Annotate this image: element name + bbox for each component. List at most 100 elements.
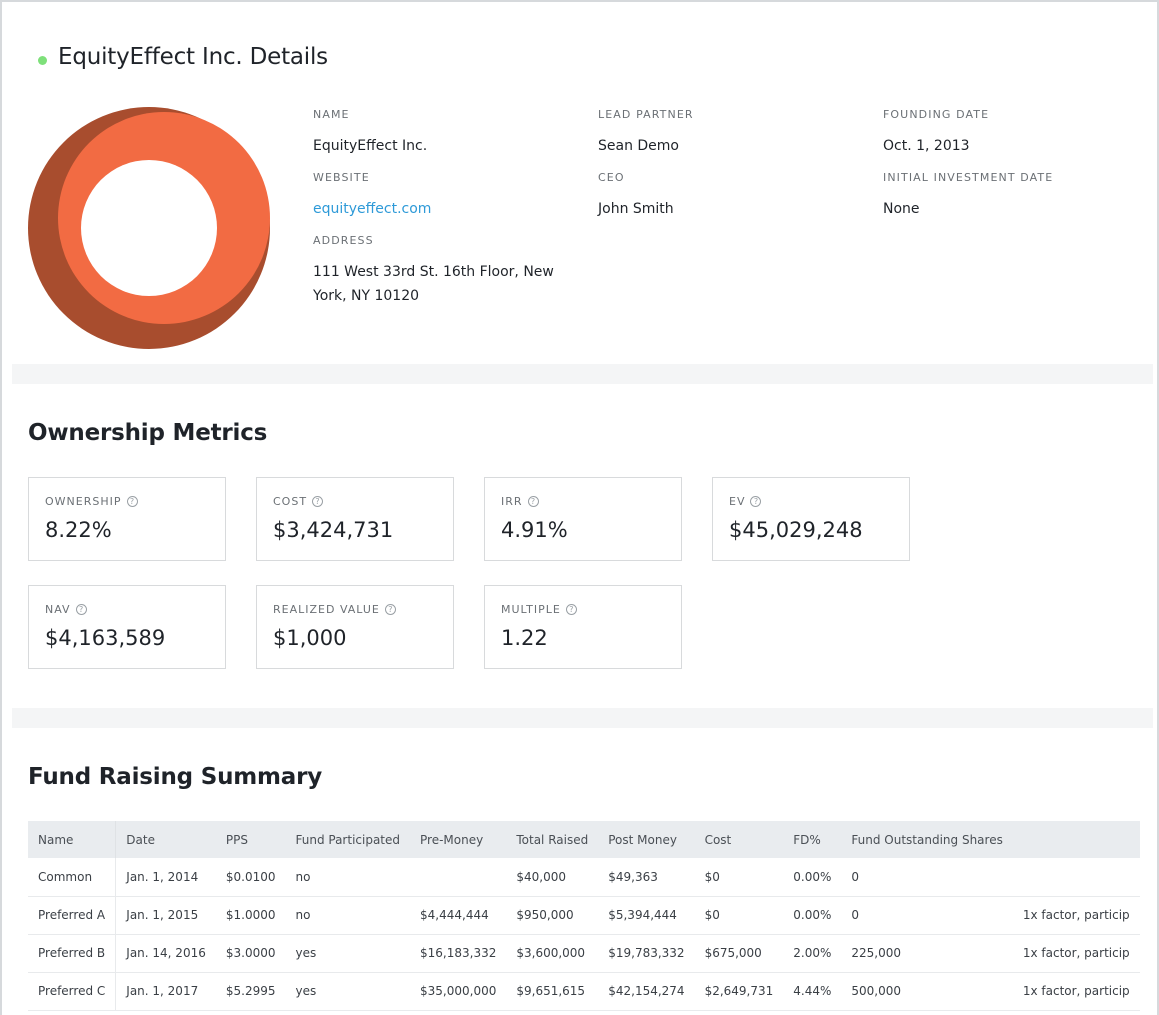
- table-cell: $42,154,274: [598, 972, 695, 1011]
- table-cell: Jan. 1, 2017: [115, 972, 216, 1011]
- column-header[interactable]: Fund Participated: [295, 832, 401, 847]
- table-cell: Preferred C: [28, 972, 117, 1011]
- metric-label: NAV?: [45, 603, 87, 616]
- table-cell: Jan. 1, 2015: [115, 896, 216, 935]
- status-dot: [38, 56, 47, 65]
- table-cell: 1x factor, particip: [1012, 934, 1140, 973]
- metric-card-ownership: OWNERSHIP? 8.22%: [28, 477, 226, 561]
- ceo-field: CEO John Smith: [598, 171, 674, 221]
- table-cell: 4.44%: [783, 972, 842, 1011]
- table-cell: $35,000,000: [410, 972, 507, 1011]
- fund-raising-title: Fund Raising Summary: [28, 764, 323, 790]
- table-cell: $0: [694, 896, 784, 935]
- address-field: ADDRESS 111 West 33rd St. 16th Floor, Ne…: [313, 234, 563, 308]
- metric-label-text: REALIZED VALUE: [273, 603, 380, 616]
- column-header: [1013, 821, 1140, 858]
- table-header-row: Name Date PPS Fund Participated Pre-Mone…: [28, 821, 1140, 858]
- column-header[interactable]: Date: [126, 832, 155, 847]
- section-divider: [12, 364, 1153, 384]
- table-row[interactable]: Preferred A Jan. 1, 2015 $1.0000 no $4,444,4…: [28, 896, 1140, 935]
- metric-card-cost: COST? $3,424,731: [256, 477, 454, 561]
- help-icon[interactable]: ?: [126, 496, 138, 507]
- metric-value: $3,424,731: [273, 518, 394, 542]
- address-value: 111 West 33rd St. 16th Floor, New York, …: [313, 264, 554, 304]
- table-cell: $0: [694, 858, 784, 897]
- metric-label-text: IRR: [501, 495, 523, 508]
- company-logo: [28, 107, 270, 349]
- table-cell: $5,394,444: [598, 896, 695, 935]
- metric-value: 4.91%: [501, 518, 568, 542]
- initial-investment-field: INITIAL INVESTMENT DATE None: [883, 171, 1053, 221]
- table-cell: Jan. 14, 2016: [115, 934, 216, 973]
- metric-value: $1,000: [273, 626, 347, 650]
- help-icon[interactable]: ?: [75, 604, 87, 615]
- table-cell: $4,444,444: [410, 896, 507, 935]
- table-cell: yes: [285, 934, 411, 973]
- table-cell: $675,000: [694, 934, 784, 973]
- table-cell: $3.0000: [215, 934, 286, 973]
- metric-card-realized-value: REALIZED VALUE? $1,000: [256, 585, 454, 669]
- table-cell: $950,000: [506, 896, 599, 935]
- table-cell: no: [285, 858, 411, 897]
- initial-investment-label: INITIAL INVESTMENT DATE: [883, 171, 1054, 184]
- help-icon[interactable]: ?: [312, 496, 324, 507]
- help-icon[interactable]: ?: [565, 604, 577, 615]
- table-row[interactable]: Preferred C Jan. 1, 2017 $5.2995 yes $35,000…: [28, 972, 1140, 1011]
- table-cell: $1.0000: [215, 896, 286, 935]
- address-label: ADDRESS: [313, 234, 374, 247]
- column-header[interactable]: Fund Outstanding Shares: [851, 832, 1003, 847]
- column-header[interactable]: Post Money: [608, 832, 677, 847]
- table-cell: Common: [28, 858, 117, 897]
- help-icon[interactable]: ?: [384, 604, 396, 615]
- table-cell: 1x factor, particip: [1012, 896, 1140, 935]
- metric-label-text: MULTIPLE: [501, 603, 561, 616]
- table-cell: $0.0100: [215, 858, 286, 897]
- table-cell: Preferred B: [28, 934, 117, 973]
- founding-date-label: FOUNDING DATE: [883, 108, 990, 121]
- table-cell: $49,363: [598, 858, 695, 897]
- section-divider: [12, 708, 1153, 728]
- metric-label-text: EV: [729, 495, 746, 508]
- metric-card-multiple: MULTIPLE? 1.22: [484, 585, 682, 669]
- table-cell: $9,651,615: [506, 972, 599, 1011]
- page-title: EquityEffect Inc. Details: [58, 44, 328, 70]
- name-label: NAME: [313, 108, 350, 121]
- column-header[interactable]: Cost: [704, 832, 732, 847]
- column-header[interactable]: FD%: [793, 832, 821, 847]
- table-cell: Preferred A: [28, 896, 117, 935]
- lead-partner-value: Sean Demo: [598, 138, 679, 154]
- help-icon[interactable]: ?: [527, 496, 539, 507]
- column-header[interactable]: PPS: [225, 832, 248, 847]
- table-cell: $16,183,332: [410, 934, 507, 973]
- table-cell: $40,000: [506, 858, 599, 897]
- metric-card-ev: EV? $45,029,248: [712, 477, 910, 561]
- lead-partner-label: LEAD PARTNER: [598, 108, 694, 121]
- metric-label-text: COST: [273, 495, 308, 508]
- column-header[interactable]: Name: [28, 821, 117, 858]
- logo-hole: [81, 160, 217, 296]
- help-icon[interactable]: ?: [750, 496, 762, 507]
- metric-card-irr: IRR? 4.91%: [484, 477, 682, 561]
- table-cell: Jan. 1, 2014: [115, 858, 216, 897]
- website-link[interactable]: equityeffect.com: [313, 201, 432, 217]
- metric-label: COST?: [273, 495, 324, 508]
- table-cell: no: [285, 896, 411, 935]
- table-row[interactable]: Preferred B Jan. 14, 2016 $3.0000 yes $16,18…: [28, 934, 1140, 973]
- initial-investment-value: None: [883, 201, 920, 217]
- ceo-value: John Smith: [598, 201, 674, 217]
- metric-value: $45,029,248: [729, 518, 863, 542]
- name-field: NAME EquityEffect Inc.: [313, 108, 427, 158]
- metric-label: IRR?: [501, 495, 539, 508]
- metric-label: REALIZED VALUE?: [273, 603, 396, 616]
- metric-label: MULTIPLE?: [501, 603, 577, 616]
- table-cell: 0: [841, 896, 1013, 935]
- column-header[interactable]: Total Raised: [516, 832, 589, 847]
- table-cell: $19,783,332: [598, 934, 695, 973]
- metric-value: 1.22: [501, 626, 548, 650]
- metric-label: EV?: [729, 495, 762, 508]
- table-cell: yes: [285, 972, 411, 1011]
- table-row[interactable]: Common Jan. 1, 2014 $0.0100 no $40,000 $49,36…: [28, 858, 1140, 897]
- column-header[interactable]: Pre-Money: [420, 832, 484, 847]
- metric-card-nav: NAV? $4,163,589: [28, 585, 226, 669]
